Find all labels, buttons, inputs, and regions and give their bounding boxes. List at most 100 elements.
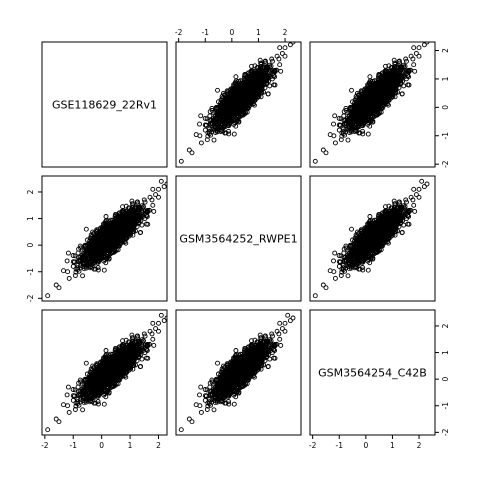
data-point bbox=[229, 118, 235, 124]
data-point bbox=[243, 101, 249, 107]
data-point bbox=[374, 112, 380, 118]
diagonal-label-GSE118629_22Rv1: GSE118629_22Rv1 bbox=[52, 99, 157, 112]
data-point bbox=[377, 101, 383, 107]
data-point bbox=[413, 50, 419, 56]
data-point bbox=[238, 90, 244, 96]
data-point bbox=[282, 45, 288, 51]
data-point bbox=[101, 267, 107, 273]
data-point bbox=[240, 100, 246, 106]
data-point bbox=[186, 147, 192, 153]
data-point bbox=[385, 101, 390, 107]
data-point bbox=[357, 109, 363, 115]
data-point bbox=[64, 258, 70, 264]
data-point bbox=[350, 113, 356, 119]
data-point bbox=[378, 73, 384, 79]
data-point bbox=[396, 65, 402, 71]
data-point bbox=[379, 105, 385, 111]
data-point bbox=[229, 95, 234, 101]
data-point bbox=[253, 70, 259, 76]
data-point bbox=[336, 122, 342, 128]
data-point bbox=[260, 79, 266, 85]
data-point bbox=[247, 84, 253, 90]
data-point bbox=[202, 127, 208, 133]
data-point bbox=[411, 62, 417, 68]
data-point bbox=[369, 96, 375, 102]
data-point bbox=[282, 53, 288, 59]
data-point bbox=[249, 79, 255, 85]
data-point bbox=[331, 133, 337, 139]
data-point bbox=[332, 113, 338, 119]
data-point bbox=[397, 78, 403, 84]
data-point bbox=[274, 53, 280, 59]
data-point bbox=[375, 109, 381, 115]
data-point bbox=[197, 133, 203, 139]
data-point bbox=[338, 116, 344, 122]
data-point bbox=[202, 122, 208, 128]
data-point bbox=[205, 133, 211, 139]
data-point bbox=[361, 95, 367, 101]
data-point bbox=[404, 58, 409, 64]
data-point bbox=[383, 63, 388, 69]
data-point bbox=[226, 104, 232, 110]
data-point bbox=[220, 100, 226, 105]
data-point bbox=[320, 147, 326, 153]
data-point bbox=[312, 158, 318, 164]
data-point bbox=[268, 63, 274, 69]
data-point bbox=[244, 87, 249, 93]
data-point bbox=[251, 101, 256, 107]
data-point bbox=[424, 42, 430, 45]
data-point bbox=[254, 65, 260, 71]
data-point bbox=[416, 45, 422, 51]
data-point bbox=[272, 82, 278, 88]
data-point bbox=[228, 112, 234, 118]
data-point bbox=[205, 130, 211, 136]
data-point bbox=[223, 109, 229, 115]
data-point bbox=[249, 94, 255, 100]
data-point bbox=[226, 121, 232, 127]
data-point bbox=[257, 57, 263, 63]
data-point bbox=[341, 126, 347, 132]
panel-frame-r1-c1 bbox=[41, 41, 168, 168]
data-point bbox=[323, 150, 329, 156]
data-point bbox=[365, 98, 371, 104]
data-point bbox=[240, 112, 246, 118]
data-point bbox=[367, 74, 373, 80]
data-point bbox=[236, 119, 242, 125]
data-point bbox=[360, 121, 366, 127]
data-point bbox=[213, 124, 219, 130]
data-point bbox=[262, 65, 268, 71]
data-point bbox=[393, 68, 399, 74]
data-point bbox=[355, 92, 361, 98]
data-point bbox=[365, 131, 371, 137]
data-point bbox=[263, 78, 269, 84]
data-point bbox=[421, 42, 427, 48]
data-point bbox=[339, 133, 345, 139]
data-point bbox=[244, 73, 250, 79]
data-point bbox=[416, 53, 422, 59]
scatter-points-r1-c2 bbox=[178, 42, 296, 164]
data-point bbox=[209, 105, 215, 111]
data-point bbox=[392, 60, 398, 66]
data-point bbox=[211, 137, 217, 143]
data-point bbox=[229, 105, 235, 110]
data-point bbox=[372, 88, 378, 94]
data-point bbox=[336, 127, 342, 133]
data-point bbox=[278, 68, 284, 74]
data-point bbox=[257, 81, 262, 87]
data-point bbox=[241, 109, 247, 115]
scatter-points-r2-c1 bbox=[45, 178, 167, 299]
data-point bbox=[383, 79, 389, 85]
data-point bbox=[209, 107, 215, 113]
data-point bbox=[373, 101, 379, 107]
data-point bbox=[336, 115, 342, 121]
data-point bbox=[245, 105, 251, 111]
data-point bbox=[347, 124, 353, 130]
data-point bbox=[387, 70, 393, 76]
data-point bbox=[290, 42, 296, 45]
data-point bbox=[231, 83, 237, 89]
data-point bbox=[343, 107, 349, 113]
data-point bbox=[216, 113, 222, 119]
data-point bbox=[269, 56, 275, 62]
data-point bbox=[363, 105, 369, 110]
data-point bbox=[388, 78, 394, 84]
